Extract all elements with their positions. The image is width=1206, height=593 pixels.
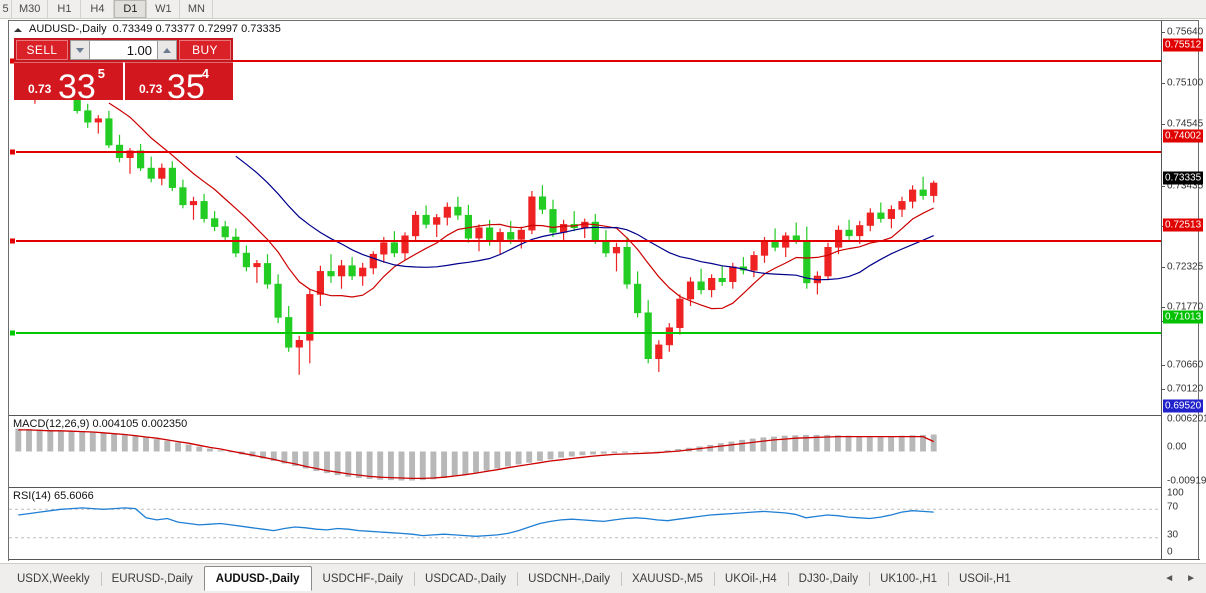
price-tick-mark <box>1162 83 1165 84</box>
tab-scroll-controls[interactable]: ◄ ► <box>1164 573 1206 584</box>
macd-pane[interactable]: MACD(12,26,9) 0.004105 0.002350 <box>9 415 1162 487</box>
horizontal-level-line[interactable] <box>9 151 1162 153</box>
rsi-scale-label: 70 <box>1167 501 1179 513</box>
chevron-down-icon <box>76 47 84 53</box>
symbol-tab-eurusd-daily[interactable]: EURUSD-,Daily <box>100 568 204 590</box>
buy-price-fraction: 4 <box>201 66 209 81</box>
price-tag-red[interactable]: 0.72513 <box>1163 218 1204 232</box>
sell-price-prefix: 0.73 <box>28 82 52 96</box>
buy-button[interactable]: BUY <box>179 40 231 60</box>
level-line-handle[interactable] <box>9 329 16 337</box>
buy-price-prefix: 0.73 <box>139 82 163 96</box>
price-tag-blue[interactable]: 0.69520 <box>1163 399 1204 413</box>
rsi-indicator-chart <box>9 507 1162 539</box>
chart-header: AUDUSD-,Daily 0.73349 0.73377 0.72997 0.… <box>9 21 1198 36</box>
price-tick-label: 0.75640 <box>1167 26 1204 38</box>
rsi-scale-label: 0 <box>1167 546 1173 558</box>
chevron-up-icon <box>163 47 171 53</box>
macd-scale-label: 0.00 <box>1167 441 1187 453</box>
timeframe-button-m30[interactable]: M30 <box>12 0 49 18</box>
volume-decrement-button[interactable] <box>70 40 90 60</box>
price-tick-mark <box>1162 389 1165 390</box>
level-line-handle[interactable] <box>9 148 16 156</box>
symbol-tab-usdx-weekly[interactable]: USDX,Weekly <box>17 572 90 585</box>
macd-label: MACD(12,26,9) 0.004105 0.002350 <box>13 418 188 430</box>
price-tick-mark <box>1162 267 1165 268</box>
timeframe-button-h4[interactable]: H4 <box>81 0 115 18</box>
timeframe-toolbar[interactable]: 5 M30 H1 H4 D1 W1 MN <box>0 0 1206 19</box>
rsi-scale-label: 30 <box>1167 529 1179 541</box>
volume-increment-button[interactable] <box>157 40 177 60</box>
sell-price-display[interactable]: 0.73 33 5 <box>14 62 123 104</box>
sell-button[interactable]: SELL <box>16 40 68 60</box>
symbol-tab-ukoil-h4[interactable]: UKOil-,H4 <box>713 568 788 590</box>
timeframe-button-h1[interactable]: H1 <box>48 0 82 18</box>
price-tick-label: 0.75100 <box>1167 77 1204 89</box>
toolbar-spacer <box>213 0 1206 18</box>
price-tick-label: 0.70660 <box>1167 359 1204 371</box>
macd-scale-label: -0.00919 <box>1167 475 1206 487</box>
horizontal-level-line[interactable] <box>9 332 1162 334</box>
timeframe-button-w1[interactable]: W1 <box>147 0 181 18</box>
price-tick-mark <box>1162 124 1165 125</box>
oct-price-row: 0.73 33 5 0.73 35 4 <box>14 62 233 104</box>
tab-scroll-right-icon[interactable]: ► <box>1186 573 1196 584</box>
price-tick-label: 0.74545 <box>1167 118 1204 130</box>
price-tick-mark <box>1162 32 1165 33</box>
rsi-pane[interactable]: RSI(14) 65.6066 <box>9 487 1162 559</box>
price-tag-red[interactable]: 0.74002 <box>1163 129 1204 143</box>
symbol-tab-usdchf-daily[interactable]: USDCHF-,Daily <box>322 572 404 585</box>
rsi-scale-label: 100 <box>1167 487 1184 499</box>
one-click-trading-panel[interactable]: SELL 1.00 BUY 0.73 33 5 0.73 35 4 <box>14 38 233 104</box>
tab-scroll-left-icon[interactable]: ◄ <box>1164 573 1175 584</box>
price-tag-black[interactable]: 0.73335 <box>1163 171 1204 185</box>
symbol-tab-usdcnh-daily[interactable]: USDCNH-,Daily <box>517 568 621 590</box>
symbol-tab-xauusd-m5[interactable]: XAUUSD-,M5 <box>620 568 714 590</box>
symbol-tab-usoil-h1[interactable]: USOil-,H1 <box>947 568 1022 590</box>
price-tick-mark <box>1162 365 1165 366</box>
horizontal-level-line[interactable] <box>9 240 1162 242</box>
price-scale[interactable]: 0.756400.751000.745450.734350.728800.723… <box>1161 21 1206 559</box>
collapse-triangle-icon[interactable] <box>13 24 23 34</box>
horizontal-level-line[interactable] <box>9 60 1162 62</box>
symbol-tab-usdcad-daily[interactable]: USDCAD-,Daily <box>414 568 517 590</box>
buy-price-main: 35 <box>167 68 205 106</box>
symbol-tabbar[interactable]: USDX,Weekly EURUSD-,Daily AUDUSD-,Daily USD… <box>0 563 1206 593</box>
timeframe-button-d1[interactable]: D1 <box>114 0 148 18</box>
symbol-tab-dj30-daily[interactable]: DJ30-,Daily <box>787 568 869 590</box>
price-tick-mark <box>1162 186 1165 187</box>
price-tick-label: 0.73435 <box>1167 180 1204 192</box>
symbol-tab-audusd-daily[interactable]: AUDUSD-,Daily <box>203 566 312 591</box>
price-tick-label: 0.71770 <box>1167 301 1204 313</box>
chart-ohlc-values: 0.73349 0.73377 0.72997 0.73335 <box>112 22 281 35</box>
timeframe-button-5[interactable]: 5 <box>0 0 12 18</box>
sell-price-main: 33 <box>58 68 96 106</box>
price-tick-label: 0.72325 <box>1167 261 1204 273</box>
price-tick-label: 0.70120 <box>1167 383 1204 395</box>
chart-symbol-title: AUDUSD-,Daily <box>29 22 107 35</box>
buy-price-display[interactable]: 0.73 35 4 <box>123 62 233 104</box>
macd-scale-label: 0.006201 <box>1167 413 1206 425</box>
level-line-handle[interactable] <box>9 237 16 245</box>
volume-input[interactable]: 1.00 <box>90 40 157 60</box>
rsi-label: RSI(14) 65.6066 <box>13 490 94 502</box>
price-tick-mark <box>1162 307 1165 308</box>
sell-price-fraction: 5 <box>97 66 105 81</box>
price-tag-red[interactable]: 0.75512 <box>1163 38 1204 52</box>
timeframe-button-mn[interactable]: MN <box>180 0 214 18</box>
price-tag-green[interactable]: 0.71013 <box>1163 310 1204 324</box>
price-pane[interactable] <box>9 36 1162 415</box>
chart-window: AUDUSD-,Daily 0.73349 0.73377 0.72997 0.… <box>8 20 1206 576</box>
volume-stepper[interactable]: 1.00 <box>70 40 177 60</box>
oct-top-row: SELL 1.00 BUY <box>14 38 233 62</box>
candlestick-chart <box>20 61 938 375</box>
macd-indicator-chart <box>15 428 937 481</box>
symbol-tab-uk100-h1[interactable]: UK100-,H1 <box>869 568 948 590</box>
